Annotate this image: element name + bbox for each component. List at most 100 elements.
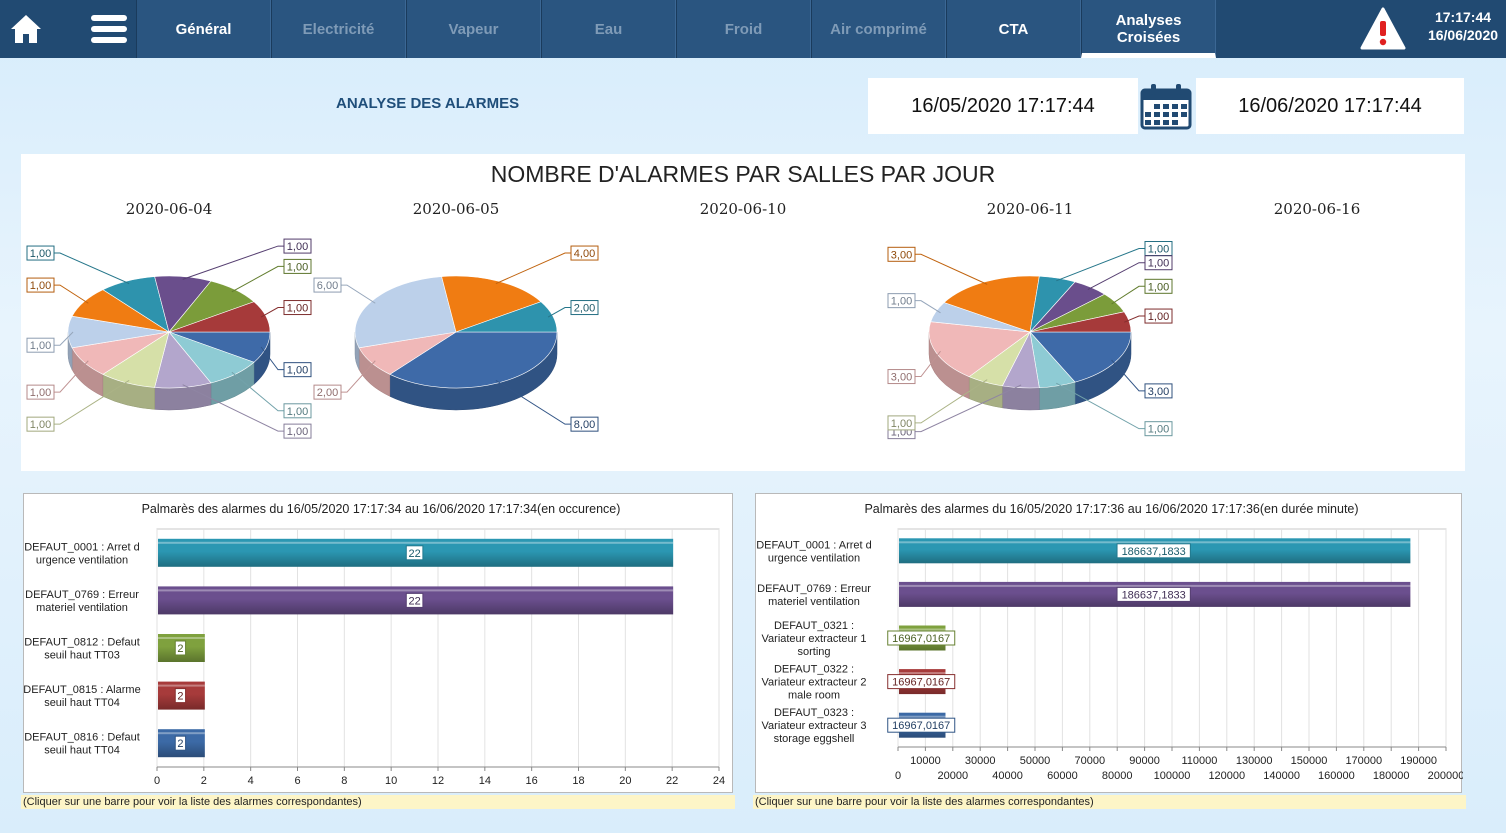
pie-label-leader: [231, 265, 284, 293]
pie-value-label: 1,00: [287, 303, 308, 315]
tab-general[interactable]: Général: [136, 0, 271, 58]
pie-label-leader: [182, 245, 284, 280]
duration-chart-hint: (Cliquer sur une barre pour voir la list…: [753, 795, 1466, 809]
pie-value-label: 1,00: [1148, 424, 1169, 436]
x-tick-label: 80000: [1102, 770, 1133, 782]
x-tick-label: 170000: [1345, 755, 1382, 767]
bar-category-label: urgence ventilation: [768, 552, 860, 564]
bar-highlight: [899, 541, 1411, 544]
bar-value-label: 186637,1833: [1122, 589, 1186, 601]
bar-highlight: [158, 637, 205, 639]
pie-day-label: 2020-06-11: [987, 200, 1073, 218]
start-date-field[interactable]: 16/05/2020 17:17:44: [868, 78, 1138, 134]
end-date-field[interactable]: 16/06/2020 17:17:44: [1196, 78, 1464, 134]
bar-chart-title: Palmarès des alarmes du 16/05/2020 17:17…: [864, 502, 1358, 516]
tab-cta[interactable]: CTA: [946, 0, 1081, 58]
tab-analyses-croisees[interactable]: Analyses Croisées: [1081, 0, 1216, 58]
pie-slice[interactable]: [455, 301, 558, 333]
clock-date: 16/06/2020: [1427, 27, 1499, 43]
tab-air-comprime[interactable]: Air comprimé: [811, 0, 946, 58]
bar-category-label: sorting: [797, 646, 830, 658]
bar-highlight: [158, 589, 674, 592]
pie-value-label-box: [313, 277, 342, 293]
calendar-icon: [1140, 84, 1192, 130]
pie-value-label-box: [26, 416, 55, 432]
grid-lines: [897, 529, 1447, 747]
pie-value-label-box: [283, 403, 312, 419]
pie-value-label: 6,00: [317, 280, 338, 292]
pie-value-label-box: [313, 384, 342, 400]
bar-highlight: [158, 541, 674, 544]
pie-value-label-box: [283, 258, 312, 274]
x-tick-label: 130000: [1236, 755, 1273, 767]
pie-label-leader: [260, 307, 284, 318]
bar-value-label-box: [887, 674, 956, 690]
pie-slice[interactable]: [389, 331, 558, 389]
bar-category-label: DEFAUT_0816 : Defaut: [24, 732, 140, 744]
x-tick-label: 4: [248, 775, 254, 787]
bar-value-label: 186637,1833: [1122, 546, 1186, 558]
x-tick-label: 160000: [1318, 770, 1355, 782]
x-tick-label: 18: [572, 775, 584, 787]
bar-category-label: DEFAUT_0812 : Defaut: [24, 637, 140, 649]
pie-slice[interactable]: [928, 321, 1031, 378]
tab-froid[interactable]: Froid: [676, 0, 811, 58]
pie-2020-06-10: 2020-06-10: [700, 200, 786, 218]
bar-value-label-box: [174, 735, 187, 751]
grid-lines: [156, 529, 720, 767]
pie-day-label: 2020-06-16: [1274, 200, 1360, 218]
x-tick-label: 6: [294, 775, 300, 787]
pie-value-label: 1,00: [30, 387, 51, 399]
pie-label-leader: [1111, 359, 1145, 392]
pie-label-leader: [182, 384, 284, 432]
tab-electricite[interactable]: Electricité: [271, 0, 406, 58]
bar-value-label-box: [1116, 543, 1191, 559]
menu-button[interactable]: [84, 0, 134, 58]
pie-slice[interactable]: [354, 276, 457, 349]
x-tick-label: 12: [432, 775, 444, 787]
pie-slice[interactable]: [441, 275, 542, 333]
pie-value-label-box: [570, 300, 599, 316]
pie-label-leader: [915, 350, 941, 378]
pie-value-label-box: [283, 423, 312, 439]
bar-value-label: 16967,0167: [892, 677, 950, 689]
pie-charts-panel: NOMBRE D'ALARMES PAR SALLES PAR JOUR 202…: [21, 154, 1465, 471]
pie-value-label: 1,00: [30, 280, 51, 292]
pie-value-label-box: [887, 415, 916, 431]
pie-value-label-box: [1144, 421, 1173, 437]
pie-value-label-box: [887, 293, 916, 309]
pie-label-leader: [1087, 262, 1145, 290]
pie-value-label-box: [1144, 255, 1173, 271]
x-tick-label: 90000: [1129, 755, 1160, 767]
x-tick-label: 10: [385, 775, 397, 787]
home-button[interactable]: [0, 0, 52, 58]
pie-value-label: 1,00: [287, 426, 308, 438]
occurrence-bar-chart-panel: Palmarès des alarmes du 16/05/2020 17:17…: [23, 493, 733, 793]
x-tick-label: 40000: [992, 770, 1023, 782]
pie-value-label-box: [570, 416, 599, 432]
pie-value-label: 1,00: [891, 296, 912, 308]
bar-value-label-box: [887, 717, 956, 733]
clock-time: 17:17:44: [1434, 9, 1492, 25]
pie-day-label: 2020-06-10: [700, 200, 786, 218]
bar-highlight: [158, 732, 205, 735]
pie-value-label: 1,00: [287, 261, 308, 273]
x-tick-label: 0: [895, 770, 901, 782]
bar-category-label: materiel ventilation: [36, 602, 128, 614]
pie-value-label: 3,00: [891, 372, 912, 384]
bar-value-label-box: [405, 545, 424, 561]
pie-slice[interactable]: [943, 275, 1040, 333]
pie-label-leader: [54, 360, 89, 393]
tab-eau[interactable]: Eau: [541, 0, 676, 58]
pie-value-label: 1,00: [287, 365, 308, 377]
pie-slice[interactable]: [1029, 331, 1132, 383]
tab-vapeur[interactable]: Vapeur: [406, 0, 541, 58]
x-tick-label: 100000: [1154, 770, 1191, 782]
home-icon: [11, 15, 41, 43]
pie-slice[interactable]: [168, 301, 271, 333]
bar-category-label: urgence ventilation: [36, 554, 128, 566]
pie-label-leader: [495, 252, 571, 285]
calendar-button[interactable]: [1140, 82, 1192, 130]
pie-slice[interactable]: [1029, 311, 1132, 333]
alarm-button[interactable]: [1358, 0, 1408, 58]
